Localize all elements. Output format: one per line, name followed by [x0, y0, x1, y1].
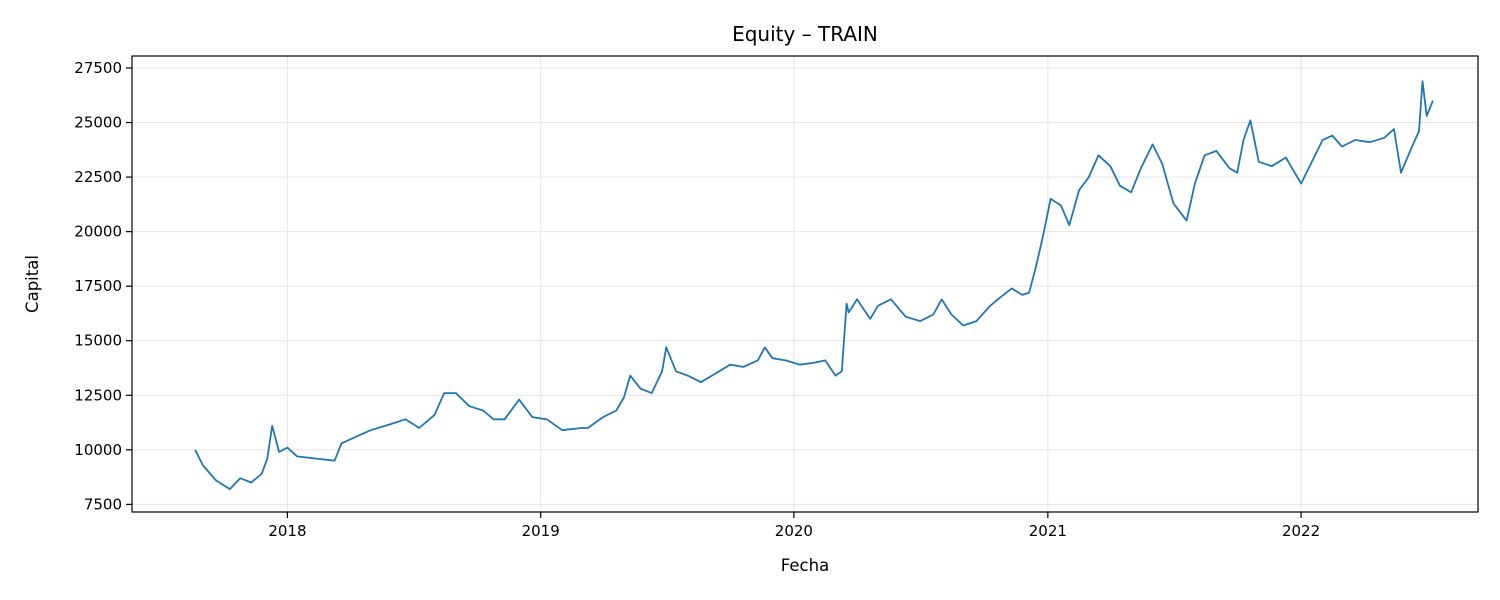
y-tick-label: 15000	[74, 332, 122, 350]
y-axis-ticks: 7500 10000 12500 15000 17500 20000 22500 25000 2…	[74, 59, 132, 513]
y-tick-label: 22500	[74, 168, 122, 186]
plot-background	[132, 56, 1478, 512]
y-tick-label: 12500	[74, 386, 122, 404]
y-tick-label: 25000	[74, 114, 122, 132]
y-tick-label: 10000	[74, 441, 122, 459]
x-axis-label: Fecha	[781, 556, 829, 575]
x-tick-label: 2022	[1282, 522, 1320, 540]
y-tick-label: 27500	[74, 59, 122, 77]
series-line	[194, 80, 1434, 490]
x-axis-ticks: 2018 2019 2020 2021 2022	[268, 512, 1320, 540]
x-tick-label: 2018	[268, 522, 306, 540]
y-tick-label: 17500	[74, 277, 122, 295]
chart-title: Equity – TRAIN	[732, 22, 878, 46]
x-tick-label: 2021	[1029, 522, 1067, 540]
y-tick-label: 20000	[74, 223, 122, 241]
grid	[132, 56, 1478, 512]
x-tick-label: 2020	[775, 522, 813, 540]
y-axis-label: Capital	[23, 255, 42, 313]
x-tick-label: 2019	[522, 522, 560, 540]
y-tick-label: 7500	[84, 495, 122, 513]
plot-frame	[131, 55, 1479, 513]
